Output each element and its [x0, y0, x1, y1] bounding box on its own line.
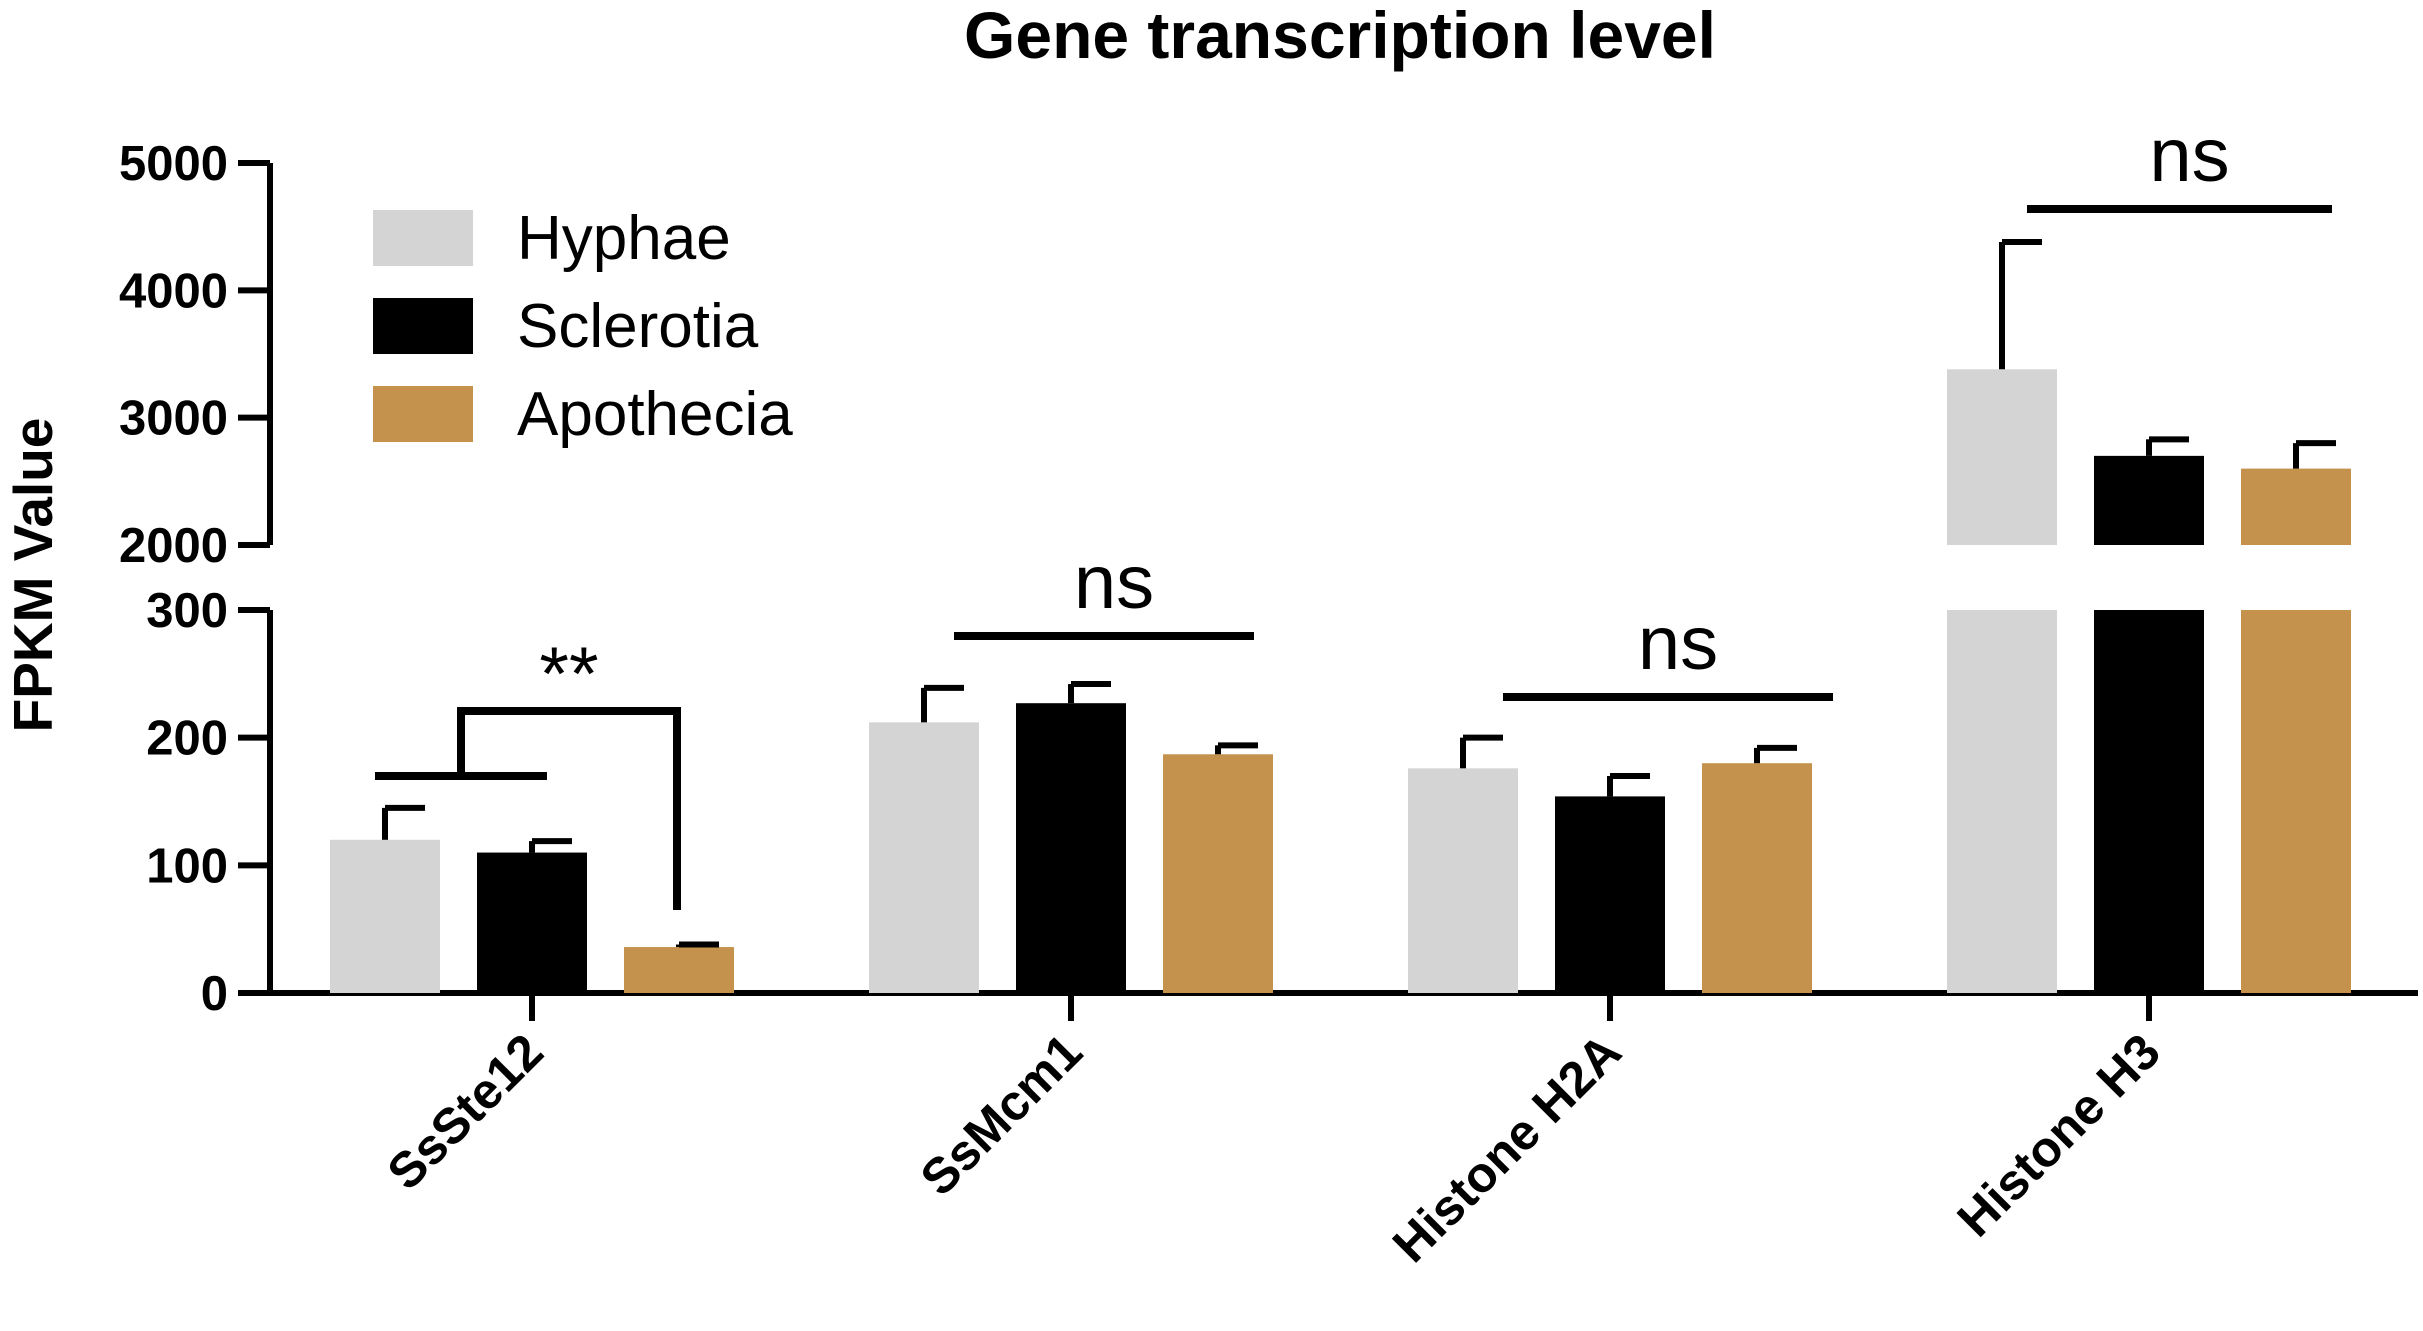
- bar: [624, 947, 734, 993]
- significance-label: **: [539, 632, 598, 717]
- significance-label: ns: [2149, 113, 2229, 198]
- bar: [2094, 455, 2204, 545]
- significance-label: ns: [1074, 540, 1154, 625]
- bar: [2241, 468, 2351, 545]
- bar: [1702, 763, 1812, 993]
- bar: [1555, 796, 1665, 993]
- significance-label: ns: [1638, 601, 1718, 686]
- y-tick-label: 0: [201, 967, 228, 1021]
- x-tick-label: SsSte12: [377, 1023, 554, 1200]
- legend-label: Sclerotia: [517, 292, 759, 361]
- bar: [1016, 703, 1126, 993]
- plot-area: 0 100 200 300 2000 3000 4000 5000 SsSte12 SsMcm1 H…: [119, 113, 2418, 1273]
- bar-lower-segment: [2241, 610, 2351, 993]
- y-tick-label: 5000: [119, 137, 228, 191]
- y-axis-label: FPKM Value: [2, 418, 64, 733]
- y-tick-label: 4000: [119, 264, 228, 318]
- legend-swatch: [373, 298, 473, 354]
- y-tick-label: 300: [146, 584, 228, 638]
- y-tick-label: 3000: [119, 392, 228, 446]
- bar: [330, 839, 440, 993]
- legend-swatch: [373, 210, 473, 266]
- bar: [477, 852, 587, 993]
- bar-lower-segment: [2094, 610, 2204, 993]
- legend-swatch: [373, 386, 473, 442]
- legend-label: Apothecia: [517, 380, 793, 449]
- legend: Hyphae Sclerotia Apothecia: [373, 204, 793, 449]
- significance-bracket: [457, 707, 681, 910]
- x-tick-label: Histone H3: [1947, 1023, 2171, 1247]
- y-tick-label: 2000: [119, 519, 228, 573]
- y-tick-label: 100: [146, 839, 228, 893]
- chart-title: Gene transcription level: [964, 0, 1716, 72]
- y-tick-label: 200: [146, 712, 228, 766]
- bar-lower-segment: [1947, 610, 2057, 993]
- x-tick-label: SsMcm1: [910, 1023, 1093, 1206]
- legend-label: Hyphae: [517, 204, 731, 273]
- x-tick-label: Histone H2A: [1382, 1023, 1632, 1273]
- bar: [1408, 768, 1518, 993]
- bar: [1947, 369, 2057, 545]
- bar: [1163, 754, 1273, 993]
- bar: [869, 722, 979, 993]
